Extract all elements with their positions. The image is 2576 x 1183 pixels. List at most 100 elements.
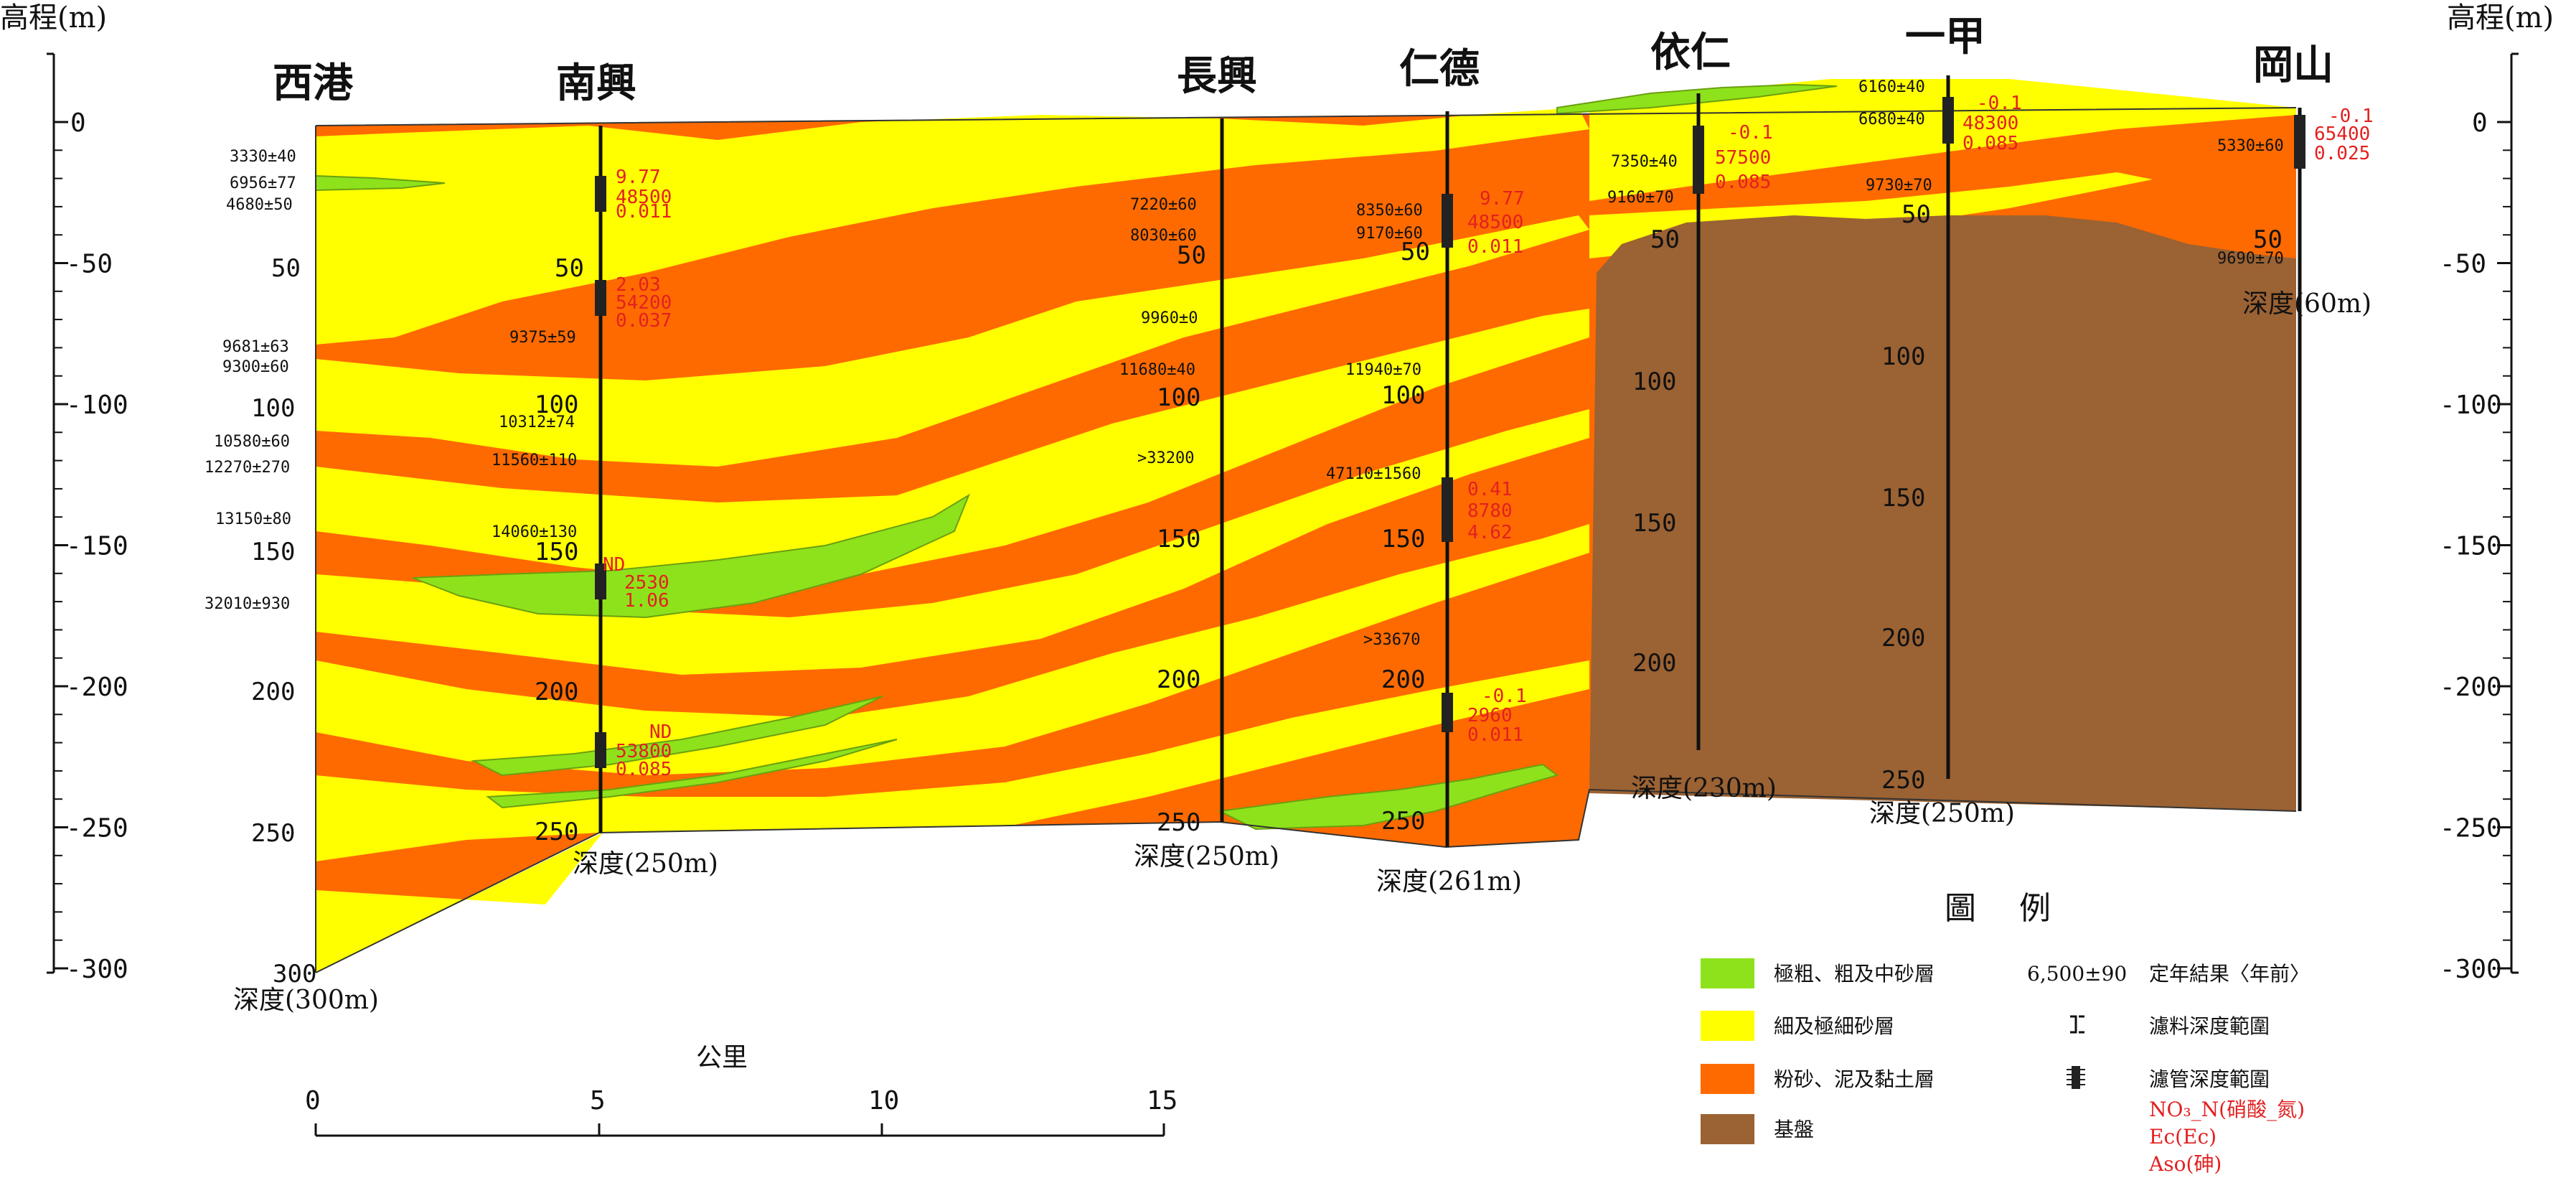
right-axis-tick-label: -50 (2440, 250, 2486, 279)
chem-value: 2530 (624, 572, 669, 594)
scale-bar: 公里 0 5 10 15 (305, 1043, 1177, 1137)
well-tick-nanxing-200: 200 (535, 678, 578, 706)
legend-chem-aso: Aso(砷) (2148, 1152, 2222, 1176)
well-changxing: 長興 深度(250m) 50 100 150 200 250 (1134, 52, 1279, 871)
right-axis-tick-label: 0 (2472, 108, 2488, 138)
right-axis-tick-label: -250 (2440, 814, 2502, 843)
well-yiren: 依仁 深度(230m) 50 100 150 200 (1631, 29, 1777, 803)
age-label: 10312±74 (499, 413, 575, 431)
age-label: 9300±60 (222, 358, 289, 376)
well-tick-rende-50: 50 (1401, 238, 1430, 266)
legend-label-clay: 粉砂、泥及黏土層 (1774, 1067, 1935, 1091)
screen-gangshan-1 (2294, 115, 2305, 169)
well-depth-yiren: 深度(230m) (1631, 774, 1777, 803)
well-tick-rende-200: 200 (1381, 665, 1425, 694)
age-label: 11940±70 (1345, 361, 1421, 379)
chem-value: 0.085 (1962, 133, 2018, 154)
screen-rende-2 (1442, 477, 1453, 542)
left-axis-title: 高程(m) (0, 1, 107, 34)
chem-value: 48500 (616, 187, 672, 208)
well-tick-rende-100: 100 (1381, 381, 1425, 410)
age-label: 9681±63 (222, 338, 289, 356)
right-axis-tick-label: -100 (2440, 391, 2502, 420)
age-label: 9690±70 (2217, 250, 2284, 268)
chem-value: -0.1 (1728, 122, 1773, 144)
chem-value: -0.1 (2328, 106, 2374, 127)
well-tick-yijia-100: 100 (1881, 342, 1925, 371)
well-rende: 仁德 深度(261m) 50 100 150 200 250 (1376, 45, 1522, 897)
well-name-rende: 仁德 (1399, 45, 1480, 93)
well-tick-xigang-250: 250 (251, 819, 295, 848)
left-axis-tick-label: -50 (66, 250, 113, 279)
age-label: 5330±60 (2217, 137, 2284, 155)
legend-filter-material: 濾料深度範圍 (2149, 1014, 2270, 1038)
well-name-yijia: 一甲 (1905, 13, 1985, 60)
basement (1589, 215, 2296, 811)
age-label: 9375±59 (509, 329, 576, 347)
left-axis-tick-label: -300 (66, 955, 128, 984)
screen-icon (2067, 1066, 2085, 1089)
chem-value: 0.085 (1715, 172, 1771, 193)
well-tick-xigang-200: 200 (251, 678, 295, 706)
legend-screen: 濾管深度範圍 (2149, 1067, 2270, 1091)
age-label: 7350±40 (1611, 153, 1678, 171)
age-label: 9160±70 (1607, 189, 1674, 207)
right-axis-tick-label: -150 (2440, 532, 2502, 561)
left-axis-tick-label: -150 (66, 532, 128, 561)
legend-chem-ec: Ec(Ec) (2149, 1125, 2217, 1149)
left-axis-tick-label: -100 (66, 391, 128, 420)
well-depth-yijia: 深度(250m) (1869, 799, 2015, 828)
filter-material-icon (2070, 1015, 2084, 1034)
scale-tick-15: 15 (1147, 1086, 1177, 1116)
well-name-xigang: 西港 (273, 60, 354, 107)
well-tick-changxing-250: 250 (1157, 808, 1200, 837)
age-label: 7220±60 (1130, 196, 1197, 214)
age-label: 11680±40 (1119, 361, 1195, 379)
age-label: 6680±40 (1858, 111, 1925, 128)
chem-labels: 9.77 48500 0.011 2.03 54200 0.037 ND 253… (603, 93, 2374, 780)
legend-swatch-fine-sand (1701, 1011, 1754, 1041)
chem-value: 2960 (1467, 705, 1513, 726)
well-name-changxing: 長興 (1177, 52, 1257, 100)
well-depth-xigang: 深度(300m) (233, 986, 379, 1015)
well-tick-changxing-50: 50 (1177, 241, 1206, 270)
age-label: 11560±110 (492, 452, 577, 469)
screen-rende-1 (1442, 194, 1453, 248)
chem-value: 0.085 (616, 759, 672, 780)
well-tick-nanxing-50: 50 (555, 254, 584, 283)
well-tick-xigang-100: 100 (251, 394, 295, 423)
chem-value: 8780 (1467, 500, 1513, 522)
chem-value: 0.037 (616, 310, 672, 332)
chem-value: 57500 (1715, 147, 1771, 169)
well-tick-yijia-50: 50 (1902, 200, 1931, 229)
age-label: 4680±50 (226, 196, 293, 214)
scale-tick-10: 10 (868, 1086, 899, 1116)
screen-nanxing-4 (595, 732, 606, 768)
legend: 圖例 極粗、粗及中砂層 細及極細砂層 粉砂、泥及黏土層 基盤 6,500±90 … (1701, 890, 2310, 1176)
right-axis-ticks: 0 -50 -100 -150 -200 -250 -300 (2440, 108, 2511, 984)
chem-value: 53800 (616, 741, 672, 762)
well-tick-changxing-100: 100 (1157, 383, 1200, 412)
screen-nanxing-2 (595, 280, 606, 316)
chem-value: 48500 (1467, 212, 1523, 233)
scale-tick-0: 0 (305, 1086, 321, 1116)
wells: 西港 深度(300m) 50 100 150 200 250 300 南興 深度… (233, 13, 2371, 1015)
left-elevation-axis: 高程(m) 0 -50 -100 -150 -200 -250 -300 (0, 1, 128, 984)
scale-title: 公里 (696, 1043, 748, 1072)
chem-value: -0.1 (1482, 686, 1527, 707)
right-elevation-axis: 高程(m) 0 -50 -100 -150 -200 -250 -300 (2440, 1, 2554, 984)
well-tick-yiren-150: 150 (1632, 509, 1676, 538)
legend-chem-no3: NO₃_N(硝酸_氮) (2149, 1098, 2305, 1121)
well-tick-yijia-250: 250 (1881, 766, 1925, 795)
chem-value: 54200 (616, 292, 672, 314)
well-depth-rende: 深度(261m) (1376, 867, 1522, 897)
well-tick-yiren-100: 100 (1632, 368, 1676, 396)
chem-value: 4.62 (1467, 522, 1513, 543)
legend-title: 圖例 (1945, 890, 2094, 927)
well-tick-yijia-200: 200 (1881, 624, 1925, 653)
well-tick-xigang-150: 150 (251, 538, 295, 566)
age-label: 14060±130 (492, 523, 577, 541)
age-label: 9170±60 (1356, 225, 1423, 243)
